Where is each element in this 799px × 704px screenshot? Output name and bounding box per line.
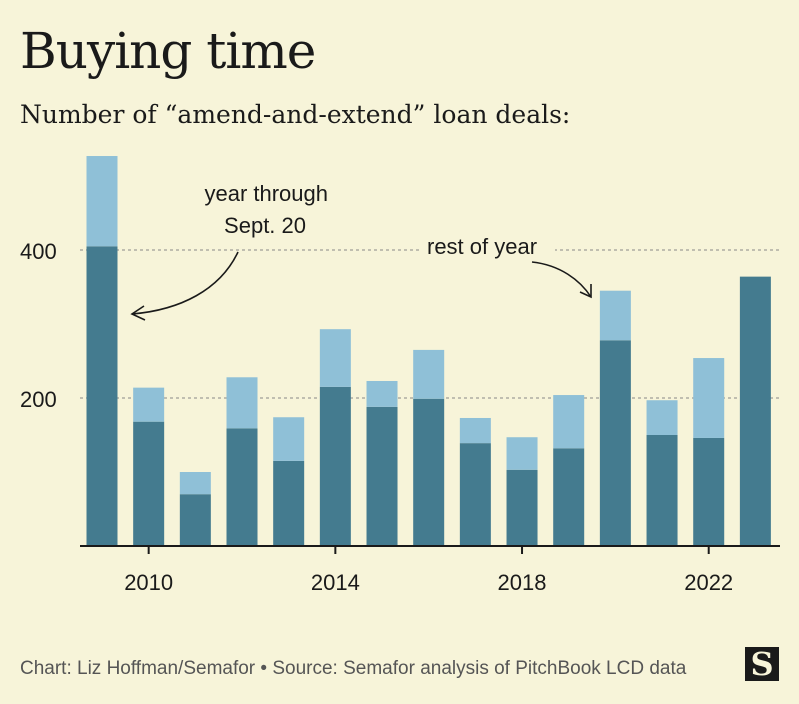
annotation-through-line2: Sept. 20 bbox=[224, 213, 306, 238]
x-tick-label: 2010 bbox=[124, 570, 173, 595]
bar-2014-rest-of-year bbox=[319, 329, 351, 387]
bar-2016-rest-of-year bbox=[413, 349, 445, 399]
semafor-logo: S bbox=[745, 647, 779, 681]
bar-2019-through-sept bbox=[553, 448, 585, 546]
bar-2012-through-sept bbox=[226, 428, 258, 546]
arrow-head bbox=[579, 284, 592, 299]
bar-2009-rest-of-year bbox=[86, 156, 118, 247]
bar-2010-rest-of-year bbox=[133, 387, 165, 422]
annotation-bg bbox=[420, 232, 555, 260]
arrow-rest bbox=[531, 261, 592, 298]
bar-2021-through-sept bbox=[646, 435, 678, 546]
bar-chart: 200 400 2010 2014 2018 2022 year through Sept. … bbox=[20, 156, 780, 595]
bar-2020-rest-of-year bbox=[599, 290, 631, 341]
bar-2013-rest-of-year bbox=[273, 417, 305, 461]
x-tick-label: 2022 bbox=[684, 570, 733, 595]
bar-2022-rest-of-year bbox=[693, 358, 725, 438]
bar-2017-rest-of-year bbox=[459, 417, 491, 444]
bar-2017-through-sept bbox=[459, 443, 491, 546]
y-tick-label: 400 bbox=[20, 239, 57, 264]
annotation-through-line1: year through bbox=[204, 181, 328, 206]
bar-2011-rest-of-year bbox=[179, 472, 211, 495]
bar-2016-through-sept bbox=[413, 398, 445, 546]
x-tick-label: 2014 bbox=[311, 570, 360, 595]
bar-2018-rest-of-year bbox=[506, 437, 538, 470]
bar-2023-through-sept bbox=[739, 276, 771, 546]
arrow-head bbox=[130, 305, 146, 321]
bar-2012-rest-of-year bbox=[226, 377, 258, 429]
annotation-rest-of-year: rest of year bbox=[427, 234, 537, 259]
bar-2020-through-sept bbox=[599, 340, 631, 546]
bar-2018-through-sept bbox=[506, 469, 538, 546]
y-tick-label: 200 bbox=[20, 387, 57, 412]
bar-2015-rest-of-year bbox=[366, 380, 398, 407]
chart-title: Buying time bbox=[20, 22, 316, 80]
bar-2011-through-sept bbox=[179, 494, 211, 546]
bar-2013-through-sept bbox=[273, 460, 305, 546]
bar-2009-through-sept bbox=[86, 246, 118, 547]
x-tick-label: 2018 bbox=[498, 570, 547, 595]
bar-2010-through-sept bbox=[133, 421, 165, 546]
bar-2019-rest-of-year bbox=[553, 395, 585, 449]
bar-2021-rest-of-year bbox=[646, 400, 678, 435]
chart-subtitle: Number of “amend-and-extend” loan deals: bbox=[20, 100, 571, 129]
bar-2015-through-sept bbox=[366, 406, 398, 546]
bar-2014-through-sept bbox=[319, 386, 351, 546]
arrow-through bbox=[131, 251, 239, 315]
bar-2022-through-sept bbox=[693, 437, 725, 546]
source-note: Chart: Liz Hoffman/Semafor • Source: Sem… bbox=[20, 658, 687, 679]
